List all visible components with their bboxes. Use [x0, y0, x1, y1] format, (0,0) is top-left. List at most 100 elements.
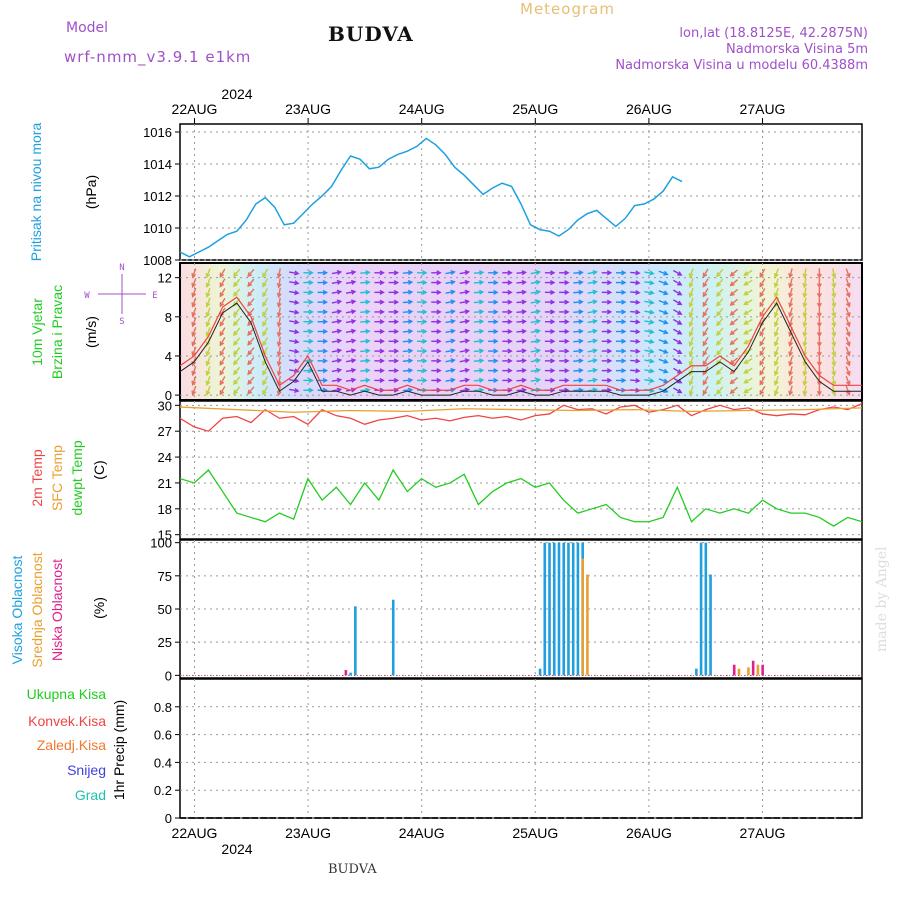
- wind-arrow-head: [322, 309, 329, 315]
- wind-arrow-head: [365, 299, 371, 305]
- wind-arrow-head: [578, 348, 584, 354]
- wind-arrow: [587, 320, 597, 324]
- cloud-bar: [581, 558, 584, 676]
- wind-arrow-head: [422, 377, 428, 383]
- wind-arrow: [803, 385, 807, 395]
- wind-arrow-head: [663, 300, 669, 305]
- wind-arrow-head: [450, 318, 456, 324]
- wind-arrow: [192, 317, 197, 327]
- wind-arrow: [289, 330, 299, 333]
- wind-arrow-head: [845, 341, 851, 347]
- wind-arrow-head: [276, 371, 282, 377]
- wind-arrow-head: [663, 368, 669, 374]
- wind-arrow: [445, 349, 455, 353]
- cloud-unit-label: (%): [91, 597, 107, 619]
- wind-arrow: [803, 268, 807, 278]
- wind-arrow-head: [436, 348, 442, 354]
- wind-arrow-head: [702, 390, 708, 396]
- wind-arrow-head: [649, 329, 655, 335]
- wind-arrow-head: [759, 390, 765, 396]
- wind-arrow-head: [350, 299, 357, 305]
- wind-arrow: [516, 349, 526, 353]
- wind-arrow-head: [677, 320, 683, 325]
- wind-arrow-head: [688, 282, 694, 289]
- wind-arrow-head: [831, 292, 837, 299]
- wind-arrow: [730, 288, 739, 296]
- cloud-axis-label-1: Visoka Oblacnost: [9, 556, 25, 665]
- wind-arrow: [277, 356, 281, 366]
- wind-arrow: [360, 271, 370, 274]
- wind-arrow: [689, 287, 694, 297]
- wind-arrow-head: [478, 309, 485, 315]
- wind-arrow: [789, 278, 793, 288]
- wind-arrow: [759, 317, 766, 326]
- wind-arrow: [192, 336, 197, 346]
- wind-arrow: [459, 359, 469, 363]
- wind-arrow-head: [663, 349, 669, 354]
- wind-arrow: [233, 327, 241, 336]
- wind-arrow-head: [350, 367, 357, 373]
- wind-arrow-head: [493, 309, 499, 315]
- wind-arrow: [262, 337, 269, 346]
- wind-arrow-head: [233, 311, 238, 317]
- temperature-line-2: [180, 468, 862, 527]
- wind-arrow-head: [649, 358, 655, 364]
- wind-arrow: [630, 379, 640, 382]
- wind-arrow-head: [450, 328, 456, 334]
- wind-arrow-head: [322, 319, 329, 325]
- wind-arrow-head: [393, 280, 400, 286]
- wind-arrow-head: [729, 330, 735, 336]
- temp-axis-label-3: dewpt Temp: [69, 440, 85, 515]
- wind-arrow: [219, 366, 226, 375]
- wind-arrow-head: [802, 322, 808, 328]
- grid-lines: 1008101010121014101604812151821242730025…: [143, 124, 862, 826]
- wind-arrow: [730, 279, 739, 287]
- wind-arrow: [573, 301, 583, 304]
- wind-arrow-head: [350, 289, 357, 295]
- wind-arrow-head: [191, 380, 197, 387]
- wind-arrow-head: [336, 328, 343, 334]
- wind-arrow-head: [407, 348, 414, 354]
- wind-arrow-head: [677, 300, 683, 306]
- wind-arrow-head: [729, 379, 735, 385]
- wind-arrow-head: [350, 377, 357, 383]
- wind-arrow-head: [743, 281, 749, 286]
- wind-arrow: [702, 376, 709, 385]
- wind-arrow: [516, 359, 526, 362]
- wind-arrow-head: [816, 322, 822, 328]
- wind-arrow: [730, 376, 739, 384]
- wind-arrow-head: [564, 319, 570, 325]
- wind-arrow-head: [578, 270, 584, 276]
- wind-arrow: [192, 366, 197, 376]
- wind-arrow: [445, 320, 455, 324]
- wind-arrow-head: [578, 319, 584, 325]
- wind-arrow: [262, 385, 269, 395]
- precip-legend: Ukupna Kisa Konvek.Kisa Zaledj.Kisa Snij…: [27, 686, 107, 803]
- wind-arrow-head: [606, 358, 613, 364]
- y-tick-label: 0.4: [154, 755, 172, 770]
- wind-arrow-head: [247, 340, 253, 346]
- wind-arrow-head: [663, 310, 669, 315]
- wind-arrow: [716, 366, 724, 375]
- wind-arrow: [803, 336, 807, 346]
- wind-arrow: [402, 359, 412, 362]
- wind-arrow: [277, 307, 281, 317]
- wind-arrow: [530, 378, 540, 382]
- wind-arrow: [845, 297, 850, 307]
- wind-arrow-head: [493, 377, 499, 383]
- wind-arrow-head: [436, 319, 442, 325]
- wind-arrow-head: [564, 309, 570, 315]
- wind-arrow: [277, 297, 281, 307]
- wind-arrow-head: [649, 348, 655, 354]
- chart-marks: 22AUG 23AUG 24AUG 25AUG 26AUG 27AUG 22AUG 23AUG…: [172, 101, 862, 841]
- wind-arrow-head: [621, 289, 627, 295]
- wind-arrow-head: [688, 272, 694, 279]
- wind-arrow: [832, 356, 836, 366]
- wind-arrow-head: [716, 350, 722, 356]
- wind-arrow: [219, 278, 226, 287]
- wind-arrow: [789, 287, 793, 297]
- wind-arrow: [402, 320, 412, 323]
- wind-arrow: [247, 347, 255, 355]
- wind-arrow: [803, 287, 807, 297]
- wind-arrow-head: [191, 370, 197, 377]
